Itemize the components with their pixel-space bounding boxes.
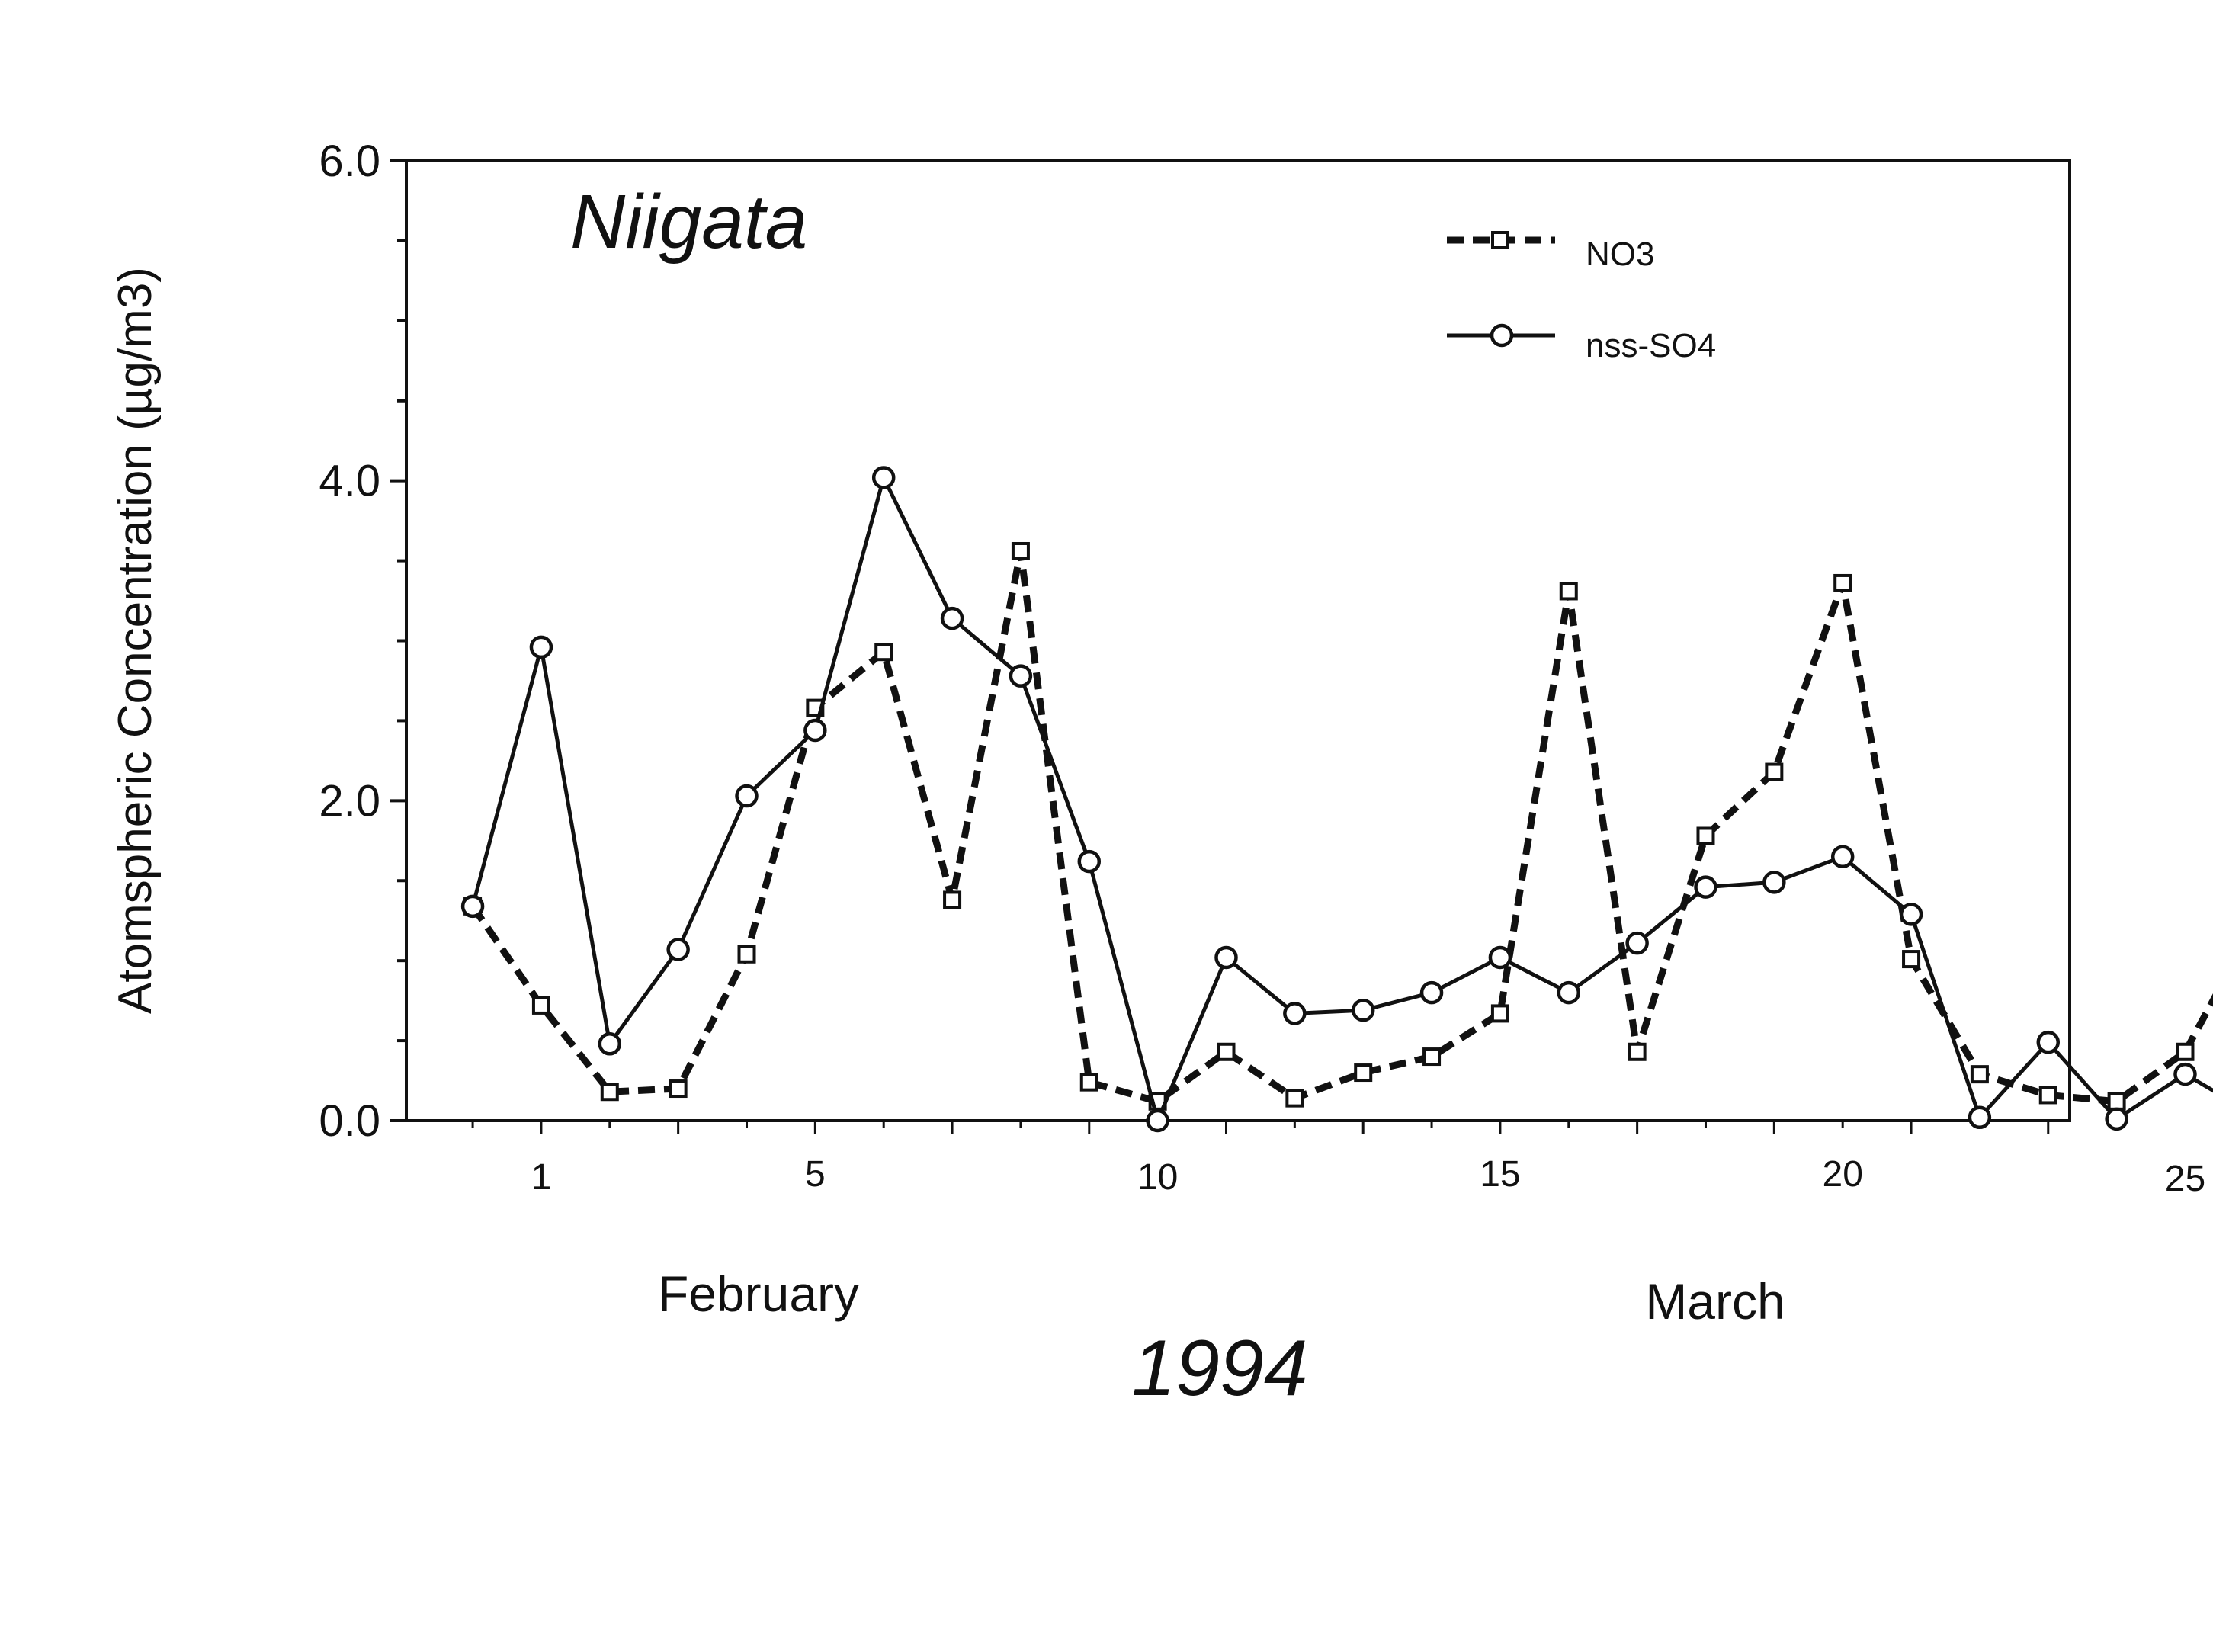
- x-axis: 1510152025151015: [471, 1121, 2205, 1199]
- data-point-no3: [1217, 1042, 1236, 1061]
- legend: NO3 nss-SO4: [1447, 231, 1716, 364]
- y-tick-label: 6.0: [319, 136, 380, 186]
- month-label-february: February: [658, 1265, 859, 1322]
- data-point-no3: [669, 1079, 688, 1099]
- x-tick-label: 10: [1137, 1157, 1178, 1198]
- data-point-no3: [1696, 826, 1715, 845]
- data-point-nss-so4: [1009, 664, 1033, 688]
- data-point-nss-so4: [940, 606, 964, 630]
- data-point-nss-so4: [1968, 1105, 1992, 1130]
- data-point-nss-so4: [2173, 1062, 2197, 1086]
- y-axis-title: Atomspheric Concentration (µg/m3): [109, 267, 162, 1014]
- data-point-no3: [1490, 1004, 1509, 1023]
- data-point-no3: [1628, 1042, 1647, 1061]
- data-point-no3: [2107, 1092, 2126, 1111]
- data-point-nss-so4: [1899, 903, 1923, 926]
- y-axis: 0.0 2.0 4.0 6.0: [319, 136, 406, 1146]
- data-point-no3: [600, 1083, 619, 1102]
- data-point-nss-so4: [1625, 931, 1649, 955]
- data-point-nss-so4: [1694, 875, 1717, 899]
- data-point-nss-so4: [735, 784, 759, 808]
- data-point-no3: [1079, 1073, 1098, 1092]
- x-tick-label: 20: [1823, 1154, 1863, 1195]
- data-point-nss-so4: [460, 894, 485, 919]
- data-point-nss-so4: [1077, 849, 1102, 874]
- data-point-nss-so4: [1557, 980, 1581, 1005]
- data-point-nss-so4: [1419, 980, 1444, 1005]
- legend-no3-label: NO3: [1586, 236, 1654, 273]
- data-point-no3: [943, 890, 962, 909]
- data-point-no3: [1422, 1047, 1442, 1067]
- data-point-no3: [1902, 950, 1921, 969]
- data-point-no3: [2176, 1042, 2195, 1061]
- y-tick-label: 2.0: [319, 776, 380, 826]
- data-point-no3: [1833, 573, 1852, 592]
- series-line-no3: [470, 547, 2213, 1105]
- x-tick-label: 15: [1480, 1154, 1520, 1195]
- data-point-nss-so4: [1830, 845, 1855, 869]
- data-point-nss-so4: [803, 718, 827, 743]
- data-point-nss-so4: [1762, 871, 1786, 894]
- x-tick-label: 1: [531, 1157, 552, 1198]
- data-point-no3: [1559, 582, 1578, 601]
- month-label-march: March: [1645, 1273, 1785, 1330]
- data-point-nss-so4: [529, 635, 553, 659]
- data-point-no3: [1285, 1089, 1304, 1108]
- year-label: 1994: [1131, 1324, 1307, 1413]
- data-point-nss-so4: [666, 938, 690, 961]
- legend-so4-circle-marker: [1490, 323, 1514, 348]
- data-point-no3: [1011, 541, 1030, 560]
- plot-frame: [405, 159, 2071, 1122]
- data-point-nss-so4: [1351, 998, 1375, 1022]
- plot-border: [405, 159, 2071, 1122]
- legend-so4-label: nss-SO4: [1586, 327, 1716, 364]
- data-point-nss-so4: [598, 1032, 622, 1056]
- legend-no3-square-marker: [1491, 231, 1509, 249]
- series-line-nss-so4: [470, 476, 2213, 1123]
- x-tick-label: 5: [805, 1154, 826, 1195]
- x-tick-label: 25: [2165, 1159, 2205, 1199]
- data-point-no3: [1970, 1065, 1989, 1084]
- data-point-nss-so4: [1283, 1002, 1307, 1025]
- data-point-no3: [737, 945, 756, 964]
- data-point-nss-so4: [1488, 945, 1512, 970]
- data-point-no3: [2038, 1086, 2057, 1105]
- data-point-nss-so4: [2105, 1107, 2128, 1131]
- data-point-nss-so4: [1214, 945, 1238, 970]
- data-point-nss-so4: [2036, 1030, 2061, 1054]
- data-point-nss-so4: [871, 466, 896, 489]
- series-layer: [460, 466, 2213, 1133]
- y-tick-label: 0.0: [319, 1096, 380, 1146]
- data-point-nss-so4: [1146, 1108, 1169, 1133]
- data-point-no3: [1354, 1063, 1373, 1083]
- chart-title: Niigata: [570, 179, 807, 265]
- data-point-no3: [874, 643, 893, 662]
- y-tick-label: 4.0: [319, 457, 380, 506]
- data-point-no3: [531, 996, 550, 1015]
- data-point-no3: [1765, 762, 1784, 781]
